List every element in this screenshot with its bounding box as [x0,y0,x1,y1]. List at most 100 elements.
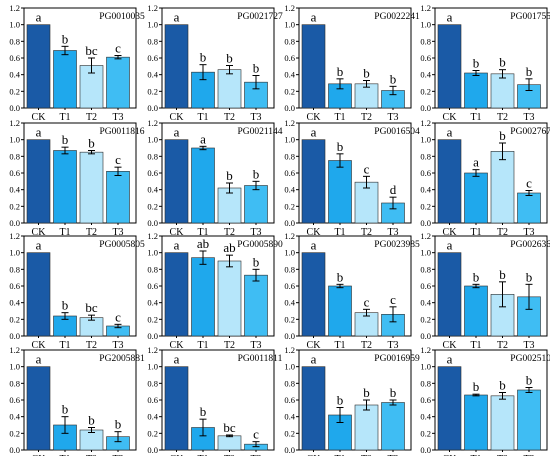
significance-letter: b [526,64,533,79]
bar-ck [437,252,462,337]
x-tick-label: CK [443,112,458,123]
x-tick-label: T2 [361,454,372,456]
significance-letter: a [174,10,180,25]
y-tick-label: 0.0 [420,445,431,455]
x-tick-label: CK [170,340,185,351]
bar-ck [301,252,326,337]
x-tick-label: CK [32,340,47,351]
y-tick-label: 0.8 [284,378,295,388]
y-tick-label: 1.0 [284,248,295,258]
y-tick-label: 0.4 [147,412,158,422]
significance-letter: a [473,155,479,170]
y-tick-label: 0.0 [420,331,431,341]
bar-ck [301,139,326,224]
x-tick-label: T1 [197,454,208,456]
x-tick-label: T2 [224,227,235,238]
y-tick-label: 0.8 [284,36,295,46]
significance-letter: a [174,125,180,140]
chart-title: PG0022241 [374,12,420,22]
x-tick-label: T3 [387,340,398,351]
x-tick-label: T2 [86,454,97,456]
chart-title: PG0017556 [510,12,550,22]
y-tick-label: 1.0 [147,362,158,372]
bar-t1 [464,172,488,224]
y-tick-label: 0.4 [284,412,295,422]
y-tick-label: 0.4 [284,298,295,308]
y-tick-label: 0.4 [420,70,431,80]
y-tick-label: 0.4 [420,185,431,195]
x-tick-label: T3 [250,112,261,123]
y-tick-label: 0.6 [284,53,295,63]
chart-title: PG0005890 [237,240,283,250]
y-tick-label: 0.0 [147,103,158,113]
significance-letter: c [526,176,532,191]
significance-letter: b [337,393,344,408]
significance-letter: b [499,378,506,393]
y-tick-label: 0.2 [284,201,295,211]
x-tick-label: T1 [59,227,70,238]
bar-t2 [490,151,515,224]
significance-letter: b [363,385,370,400]
x-tick-label: T2 [361,227,372,238]
significance-letter: b [337,139,344,154]
x-tick-label: T2 [497,227,508,238]
y-tick-label: 0.4 [9,412,20,422]
y-tick-label: 0.8 [147,378,158,388]
x-tick-label: T1 [197,340,208,351]
y-tick-label: 0.2 [284,428,295,438]
bar-t3 [106,171,130,224]
y-tick-label: 1.0 [147,135,158,145]
x-tick-label: T2 [86,227,97,238]
bar-t1 [328,285,352,337]
y-tick-label: 1.0 [284,362,295,372]
significance-letter: c [115,41,121,56]
y-tick-label: 0.4 [147,70,158,80]
bar-ck [164,366,189,451]
bar-t2 [217,435,242,451]
x-tick-label: CK [170,112,185,123]
bar-t3 [244,185,268,224]
significance-letter: c [115,152,121,167]
y-tick-label: 0.8 [9,151,20,161]
y-tick-label: 1.0 [284,20,295,30]
bar-ck [26,24,51,109]
significance-letter: ab [197,236,209,251]
x-tick-label: T1 [334,227,345,238]
y-tick-label: 0.8 [147,151,158,161]
bar-t2 [79,151,104,224]
y-tick-label: 0.0 [9,445,20,455]
bar-t2 [490,73,515,109]
y-tick-label: 0.0 [284,331,295,341]
y-tick-label: 0.8 [420,378,431,388]
significance-letter: a [311,10,317,25]
x-tick-label: T2 [224,454,235,456]
y-tick-label: 0.4 [9,298,20,308]
y-tick-label: 0.6 [147,53,158,63]
chart-title: PG0010035 [99,12,145,22]
x-tick-label: T1 [197,227,208,238]
significance-letter: b [253,166,260,181]
bar-ck [26,139,51,224]
y-tick-label: 0.2 [284,314,295,324]
y-tick-label: 1.2 [9,3,20,13]
y-tick-label: 1.0 [420,362,431,372]
significance-letter: c [253,427,259,442]
bar-t1 [53,150,77,224]
x-tick-label: T2 [224,340,235,351]
x-tick-label: T3 [250,454,261,456]
y-tick-label: 0.8 [420,151,431,161]
x-tick-label: CK [32,227,47,238]
bar-ck [301,366,326,451]
significance-letter: b [526,269,533,284]
y-tick-label: 0.8 [147,264,158,274]
significance-letter: b [473,56,480,71]
significance-letter: b [253,254,260,269]
bar-ck [26,366,51,451]
significance-letter: b [473,269,480,284]
x-tick-label: T1 [59,340,70,351]
y-tick-label: 0.6 [9,53,20,63]
y-tick-label: 0.4 [284,70,295,80]
x-tick-label: CK [32,112,47,123]
bar-t2 [490,395,515,451]
